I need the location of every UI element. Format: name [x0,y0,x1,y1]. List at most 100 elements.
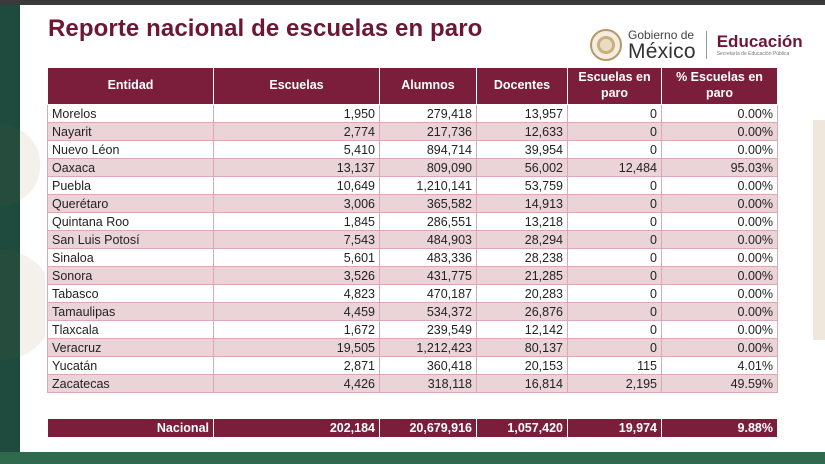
cell-escuelas-en-paro: 0 [567,248,662,267]
table-row: Yucatán 2,871 360,418 20,153 115 4.01% [47,356,778,375]
cell-entidad: Sonora [47,266,214,285]
cell-porcentaje: 0.00% [661,212,778,231]
column-header-porcentaje-escuelas-en-paro: % Escuelas en paro [661,67,778,105]
cell-docentes: 80,137 [476,338,568,357]
cell-alumnos: 1,210,141 [379,176,477,195]
total-docentes: 1,057,420 [476,418,568,438]
page-title: Reporte nacional de escuelas en paro [48,15,483,42]
cell-alumnos: 318,118 [379,374,477,393]
cell-porcentaje: 0.00% [661,194,778,213]
cell-entidad: San Luis Potosí [47,230,214,249]
total-escuelas: 202,184 [213,418,380,438]
cell-alumnos: 894,714 [379,140,477,159]
cell-escuelas-en-paro: 12,484 [567,158,662,177]
cell-docentes: 26,876 [476,302,568,321]
cell-docentes: 39,954 [476,140,568,159]
cell-entidad: Morelos [47,104,214,123]
cell-escuelas: 13,137 [213,158,380,177]
education-subtitle: Secretaría de Educación Pública [716,51,790,57]
table-row: Morelos 1,950 279,418 13,957 0 0.00% [47,104,778,123]
cell-entidad: Nuevo Léon [47,140,214,159]
national-seal-icon [590,29,622,61]
table-row: Nayarit 2,774 217,736 12,633 0 0.00% [47,122,778,141]
table-row: Tlaxcala 1,672 239,549 12,142 0 0.00% [47,320,778,339]
column-header-escuelas: Escuelas [213,67,380,105]
cell-docentes: 13,218 [476,212,568,231]
cell-escuelas-en-paro: 0 [567,302,662,321]
cell-alumnos: 483,336 [379,248,477,267]
cell-alumnos: 360,418 [379,356,477,375]
cell-escuelas-en-paro: 2,195 [567,374,662,393]
cell-porcentaje: 0.00% [661,248,778,267]
table-row: Tabasco 4,823 470,187 20,283 0 0.00% [47,284,778,303]
cell-entidad: Querétaro [47,194,214,213]
table-row: Zacatecas 4,426 318,118 16,814 2,195 49.59% [47,374,778,393]
slide-footer-bar [0,452,825,464]
column-header-alumnos: Alumnos [379,67,477,105]
cell-alumnos: 431,775 [379,266,477,285]
cell-escuelas: 2,871 [213,356,380,375]
total-row: Nacional 202,184 20,679,916 1,057,420 19… [47,418,778,438]
cell-porcentaje: 49.59% [661,374,778,393]
table-row: Nuevo Léon 5,410 894,714 39,954 0 0.00% [47,140,778,159]
cell-docentes: 53,759 [476,176,568,195]
cell-porcentaje: 0.00% [661,266,778,285]
window-top-bar [0,0,825,5]
logo-divider [705,31,707,59]
cell-porcentaje: 0.00% [661,176,778,195]
education-wordmark: Educación Secretaría de Educación Públic… [717,33,803,57]
cell-escuelas-en-paro: 0 [567,230,662,249]
cell-docentes: 21,285 [476,266,568,285]
cell-porcentaje: 4.01% [661,356,778,375]
cell-escuelas-en-paro: 0 [567,140,662,159]
cell-porcentaje: 0.00% [661,230,778,249]
cell-alumnos: 809,090 [379,158,477,177]
cell-escuelas: 4,823 [213,284,380,303]
slide-background-pattern [0,105,45,452]
cell-porcentaje: 0.00% [661,338,778,357]
column-header-entidad: Entidad [47,67,214,105]
cell-alumnos: 279,418 [379,104,477,123]
table-header-row: Entidad Escuelas Alumnos Docentes Escuel… [47,67,778,105]
cell-escuelas: 3,526 [213,266,380,285]
cell-escuelas-en-paro: 0 [567,104,662,123]
gobierno-big-text: México [628,39,696,63]
total-alumnos: 20,679,916 [379,418,477,438]
cell-entidad: Sinaloa [47,248,214,267]
table-row: San Luis Potosí 7,543 484,903 28,294 0 0.00% [47,230,778,249]
cell-escuelas: 1,950 [213,104,380,123]
cell-escuelas-en-paro: 0 [567,176,662,195]
table-row: Quintana Roo 1,845 286,551 13,218 0 0.00% [47,212,778,231]
cell-docentes: 12,633 [476,122,568,141]
cell-porcentaje: 95.03% [661,158,778,177]
slide-right-decoration [813,120,825,340]
cell-escuelas-en-paro: 0 [567,122,662,141]
cell-entidad: Tlaxcala [47,320,214,339]
cell-escuelas: 1,845 [213,212,380,231]
cell-entidad: Nayarit [47,122,214,141]
cell-escuelas-en-paro: 0 [567,212,662,231]
slide-left-decoration [0,5,20,452]
cell-entidad: Puebla [47,176,214,195]
national-total-table: Nacional 202,184 20,679,916 1,057,420 19… [47,418,778,438]
cell-entidad: Zacatecas [47,374,214,393]
government-logo: Gobierno de México Educación Secretaría … [590,25,803,65]
table-row: Sinaloa 5,601 483,336 28,238 0 0.00% [47,248,778,267]
cell-docentes: 16,814 [476,374,568,393]
cell-alumnos: 239,549 [379,320,477,339]
cell-entidad: Tabasco [47,284,214,303]
cell-docentes: 14,913 [476,194,568,213]
cell-alumnos: 365,582 [379,194,477,213]
column-header-escuelas-en-paro: Escuelas en paro [567,67,662,105]
total-porcentaje: 9.88% [661,418,778,438]
cell-alumnos: 286,551 [379,212,477,231]
table-row: Oaxaca 13,137 809,090 56,002 12,484 95.03% [47,158,778,177]
cell-entidad: Quintana Roo [47,212,214,231]
schools-strike-table: Entidad Escuelas Alumnos Docentes Escuel… [47,67,778,393]
table-row: Puebla 10,649 1,210,141 53,759 0 0.00% [47,176,778,195]
gobierno-small-text: Gobierno de [628,27,695,42]
cell-porcentaje: 0.00% [661,284,778,303]
total-escuelas-en-paro: 19,974 [567,418,662,438]
cell-entidad: Veracruz [47,338,214,357]
cell-alumnos: 1,212,423 [379,338,477,357]
